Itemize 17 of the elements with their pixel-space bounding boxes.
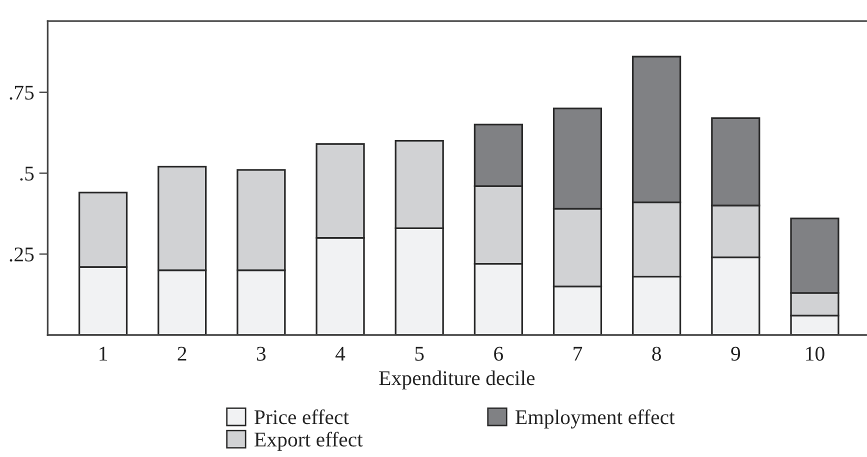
x-tick-label: 1 [100,346,107,361]
x-tick-label: 9 [731,346,740,361]
x-tick-label: 4 [335,346,346,361]
x-tick-label: 10 [806,346,824,361]
x-tick-label: 2 [178,346,186,361]
legend-label: Export effect [254,432,363,451]
x-tick-label: 5 [415,346,424,361]
legend-label: Price effect [254,409,349,424]
legend-label: Employment effect [516,409,675,429]
y-tick-label: .25 [10,247,34,262]
y-tick-label: .5 [20,166,34,181]
x-tick-label: 3 [256,346,266,361]
x-axis-title: Expenditure decile [379,370,535,390]
y-tick-label: .75 [10,86,34,100]
x-tick-label: 6 [494,346,504,361]
x-tick-label: 7 [574,346,582,361]
x-tick-label: 8 [652,346,661,361]
